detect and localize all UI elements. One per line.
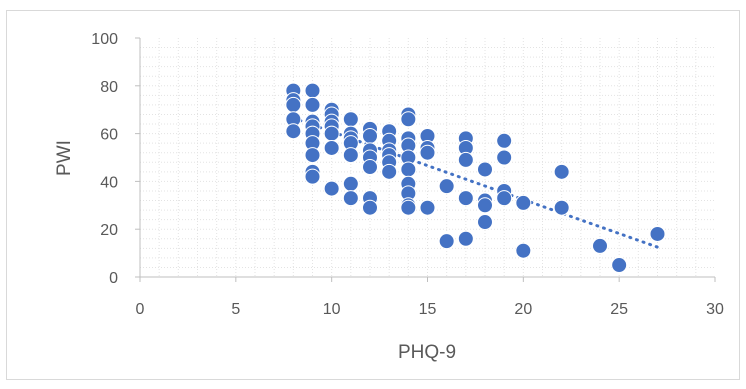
data-point	[553, 163, 570, 180]
data-point	[457, 151, 474, 168]
data-point	[477, 214, 493, 231]
data-point	[362, 159, 378, 176]
data-point	[496, 149, 513, 166]
x-tick-label: 5	[231, 301, 240, 318]
data-point	[381, 163, 398, 180]
data-point	[477, 197, 493, 214]
data-point	[342, 111, 359, 128]
data-point	[323, 139, 340, 156]
data-points	[285, 82, 666, 274]
data-point	[304, 82, 321, 99]
x-tick-label: 0	[136, 301, 145, 318]
data-point	[285, 96, 302, 113]
data-point	[285, 123, 302, 140]
data-point	[419, 144, 436, 161]
data-point	[649, 225, 666, 242]
data-point	[477, 161, 493, 178]
data-point	[362, 199, 378, 216]
y-axis-title: PWI	[54, 140, 75, 176]
y-tick-label: 100	[91, 31, 118, 48]
data-point	[304, 96, 321, 113]
data-point	[362, 127, 378, 144]
data-point	[438, 233, 455, 250]
data-point	[342, 147, 359, 164]
x-axis-title: PHQ-9	[398, 342, 456, 363]
data-point	[457, 230, 474, 247]
data-point	[496, 190, 513, 207]
data-point	[611, 257, 628, 274]
data-point	[342, 175, 359, 192]
data-point	[342, 190, 359, 207]
data-point	[553, 199, 570, 216]
y-tick-label: 40	[100, 174, 118, 191]
data-point	[496, 132, 513, 149]
data-point	[304, 168, 321, 185]
y-tick-label: 80	[100, 79, 118, 96]
x-tick-label: 25	[610, 301, 628, 318]
data-point	[515, 194, 532, 211]
data-point	[438, 178, 455, 195]
y-tick-label: 0	[109, 270, 118, 287]
x-tick-label: 10	[323, 301, 341, 318]
data-point	[323, 180, 340, 197]
data-point	[323, 125, 340, 142]
y-tick-label: 20	[100, 222, 118, 239]
x-tick-label: 20	[514, 301, 532, 318]
data-point	[400, 199, 417, 216]
axes	[135, 37, 716, 282]
data-point	[457, 190, 474, 207]
x-tick-label: 30	[706, 301, 724, 318]
data-point	[400, 161, 417, 178]
y-tick-label: 60	[100, 127, 118, 144]
gridlines	[140, 38, 715, 277]
data-point	[400, 111, 417, 128]
data-point	[304, 147, 321, 164]
data-point	[592, 237, 608, 254]
data-point	[515, 242, 532, 259]
x-tick-label: 15	[419, 301, 437, 318]
data-point	[419, 199, 436, 216]
tick-labels: 0 5 10 15 20 25 30 0 20 40 60 80 100	[91, 31, 724, 318]
